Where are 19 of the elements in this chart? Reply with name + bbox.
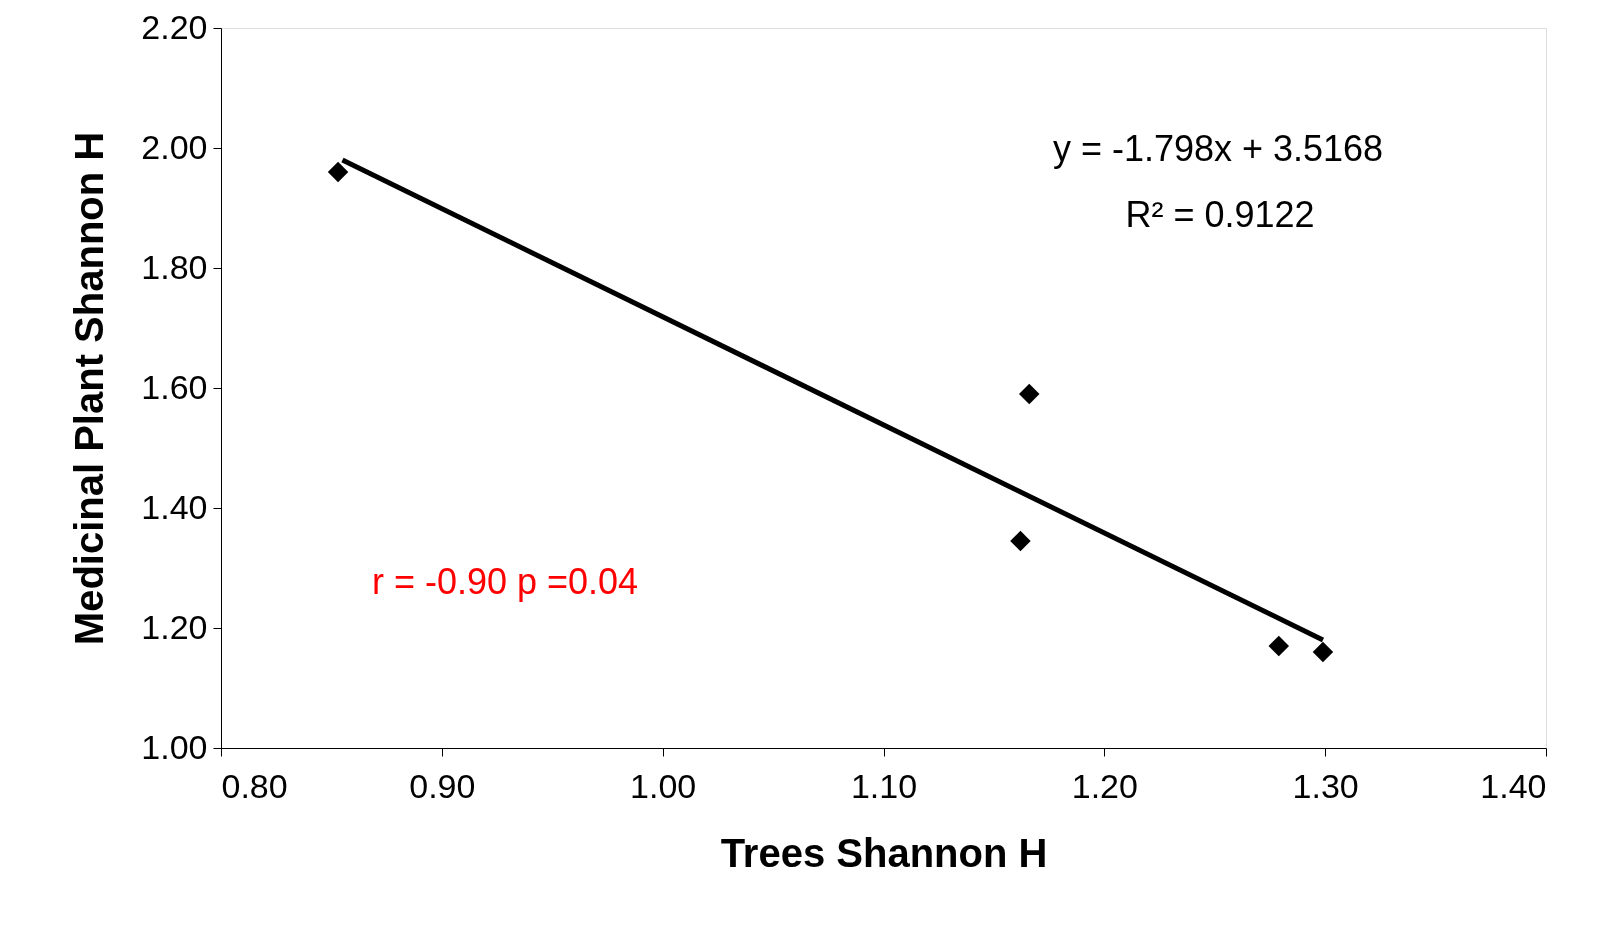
y-tick-label: 1.80 xyxy=(141,247,208,286)
x-tick-label: 0.90 xyxy=(409,766,476,805)
x-tick-label: 1.20 xyxy=(1071,766,1138,805)
y-tick-label: 1.40 xyxy=(141,487,208,526)
x-tick-label: 0.80 xyxy=(221,766,288,805)
annotation: r = -0.90 p =0.04 xyxy=(371,561,639,602)
y-tick-label: 2.00 xyxy=(141,127,208,166)
y-tick-label: 1.00 xyxy=(141,727,208,766)
y-tick-label: 1.60 xyxy=(141,367,208,406)
x-axis-title: Trees Shannon H xyxy=(720,830,1048,875)
annotation: R² = 0.9122 xyxy=(1125,194,1315,235)
x-tick-label: 1.10 xyxy=(850,766,918,805)
y-tick-label: 1.20 xyxy=(141,607,208,646)
x-tick-label: 1.00 xyxy=(630,766,697,805)
y-axis-title: Medicinal Plant Shannon H xyxy=(67,131,112,646)
y-tick-label: 2.20 xyxy=(141,7,208,46)
annotation: y = -1.798x + 3.5168 xyxy=(1052,128,1384,169)
x-tick-label: 1.40 xyxy=(1480,766,1547,805)
x-tick-label: 1.30 xyxy=(1292,766,1359,805)
